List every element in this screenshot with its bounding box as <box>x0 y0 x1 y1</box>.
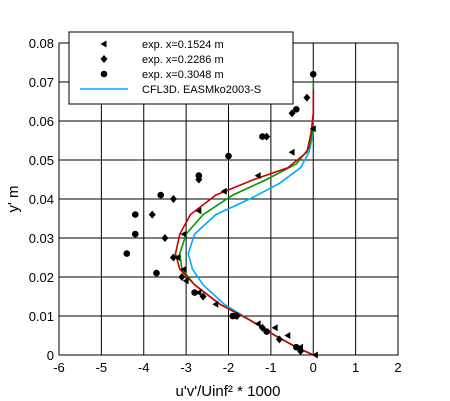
data-point-series-2 <box>169 195 177 203</box>
data-point-series-3 <box>153 269 160 277</box>
series-line-2 <box>178 82 315 356</box>
data-point-series-3 <box>263 328 270 335</box>
data-point-series-3 <box>225 152 232 160</box>
data-point-series-3 <box>131 230 139 238</box>
data-point-series-3 <box>309 70 317 78</box>
legend: exp. x=0.1524 m exp. x=0.2286 m exp. x=0.3… <box>68 31 294 105</box>
y-tick-label: 0.04 <box>29 192 54 207</box>
data-point-series-1 <box>284 332 291 339</box>
data-point-series-1 <box>271 324 278 332</box>
y-tick-label: 0.05 <box>29 153 54 168</box>
data-point-series-1 <box>195 207 202 215</box>
data-point-series-2 <box>148 210 156 219</box>
data-point-series-1 <box>174 254 181 261</box>
x-tick-label: 2 <box>394 360 401 375</box>
legend-marker-diamond <box>100 55 108 63</box>
legend-label: exp. x=0.2286 m <box>142 54 224 66</box>
data-point-series-1 <box>182 277 189 285</box>
legend-items: exp. x=0.1524 m exp. x=0.2286 m exp. x=0.3… <box>80 39 261 96</box>
data-point-series-1 <box>254 320 261 328</box>
data-point-series-3 <box>229 312 237 320</box>
x-tick-label: 1 <box>352 360 359 375</box>
data-point-series-2 <box>178 273 186 281</box>
x-axis-label: u'v'/Uinf² * 1000 <box>176 383 281 400</box>
data-point-series-3 <box>195 172 203 179</box>
data-point-series-1 <box>180 230 187 238</box>
legend-label: CFL3D. EASMko2003-S <box>142 84 261 96</box>
data-point-series-2 <box>275 335 283 344</box>
x-tick-label: -4 <box>138 360 150 375</box>
series-lines <box>174 82 315 356</box>
x-tick-label: -6 <box>53 360 65 375</box>
data-point-series-2 <box>161 234 169 242</box>
x-tick-label: -2 <box>223 360 235 375</box>
data-point-series-2 <box>199 292 207 301</box>
series-points <box>123 70 318 359</box>
x-tick-label: 0 <box>310 360 317 375</box>
y-tick-label: 0 <box>47 348 54 363</box>
y-tick-label: 0.08 <box>29 36 54 51</box>
y-tick-labels: 0 0.01 0.02 0.03 0.04 0.05 0.06 0.07 0.08 <box>29 36 54 363</box>
data-point-series-1 <box>195 289 202 297</box>
data-point-series-1 <box>180 265 187 273</box>
data-point-series-1 <box>220 187 227 195</box>
y-tick-label: 0.06 <box>29 114 54 129</box>
data-point-series-3 <box>123 250 131 257</box>
data-point-series-3 <box>259 133 266 140</box>
series-line-1 <box>187 82 315 356</box>
x-tick-label: -1 <box>265 360 277 375</box>
data-point-series-1 <box>309 125 316 133</box>
data-point-series-1 <box>212 300 219 308</box>
data-point-series-3 <box>293 343 300 351</box>
x-tick-label: -3 <box>180 360 192 375</box>
data-point-series-3 <box>191 289 198 296</box>
y-tick-label: 0.03 <box>29 231 54 246</box>
y-tick-label: 0.01 <box>29 309 54 324</box>
x-tick-label: -5 <box>96 360 108 375</box>
y-tick-label: 0.07 <box>29 75 54 90</box>
data-point-series-2 <box>169 253 177 262</box>
data-point-series-3 <box>157 191 164 199</box>
legend-label: exp. x=0.1524 m <box>142 39 224 51</box>
legend-marker-circle <box>100 70 108 78</box>
data-point-series-2 <box>303 93 311 102</box>
data-point-series-1 <box>254 172 261 180</box>
legend-label: exp. x=0.3048 m <box>142 69 224 81</box>
x-tick-labels: -6 -5 -4 -3 -2 -1 0 1 2 <box>53 360 401 375</box>
data-point-series-3 <box>293 106 300 113</box>
data-point-series-3 <box>131 211 139 218</box>
y-tick-label: 0.02 <box>29 270 54 285</box>
legend-marker-triangle-left <box>100 40 107 48</box>
y-axis-label: y' m <box>5 185 22 212</box>
data-point-series-1 <box>288 148 295 156</box>
